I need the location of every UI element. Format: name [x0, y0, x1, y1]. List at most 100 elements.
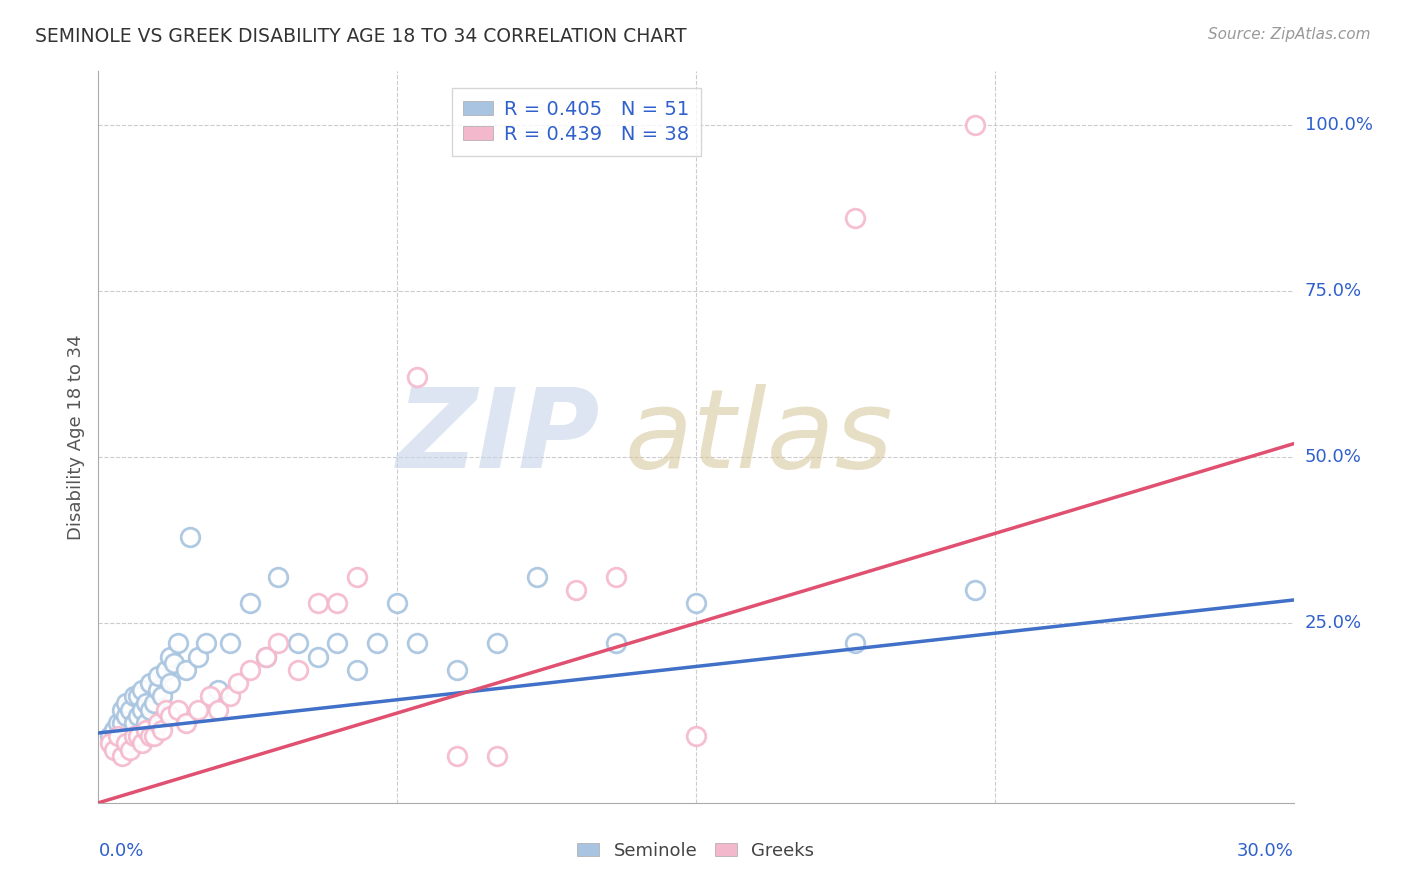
Point: [127, 729, 149, 743]
Point: [111, 703, 134, 717]
Point: [148, 682, 170, 697]
Text: 0.0%: 0.0%: [98, 842, 143, 860]
Point: [115, 736, 138, 750]
Point: [127, 690, 149, 704]
Point: [485, 749, 508, 764]
Point: [565, 582, 588, 597]
Point: [207, 703, 229, 717]
Point: [267, 570, 290, 584]
Point: [287, 636, 309, 650]
Point: [131, 682, 153, 697]
Point: [195, 636, 218, 650]
Point: [287, 663, 309, 677]
Point: [120, 729, 142, 743]
Text: 100.0%: 100.0%: [1305, 116, 1372, 134]
Point: [406, 370, 429, 384]
Point: [267, 636, 290, 650]
Point: [406, 636, 429, 650]
Point: [143, 696, 166, 710]
Legend: Seminole, Greeks: Seminole, Greeks: [571, 835, 821, 867]
Point: [98, 729, 122, 743]
Point: [111, 716, 134, 731]
Point: [226, 676, 249, 690]
Point: [187, 649, 209, 664]
Point: [131, 736, 153, 750]
Point: [346, 663, 368, 677]
Point: [219, 636, 242, 650]
Point: [120, 742, 142, 756]
Point: [385, 596, 409, 610]
Point: [159, 676, 181, 690]
Point: [111, 749, 134, 764]
Point: [135, 723, 157, 737]
Point: [107, 729, 129, 743]
Point: [963, 582, 986, 597]
Point: [98, 736, 122, 750]
Point: [150, 723, 173, 737]
Point: [143, 729, 166, 743]
Point: [174, 663, 197, 677]
Point: [526, 570, 548, 584]
Point: [239, 663, 262, 677]
Point: [207, 682, 229, 697]
Point: [219, 690, 242, 704]
Y-axis label: Disability Age 18 to 34: Disability Age 18 to 34: [66, 334, 84, 540]
Point: [254, 649, 277, 664]
Point: [239, 596, 262, 610]
Point: [446, 663, 468, 677]
Point: [605, 636, 627, 650]
Point: [844, 636, 866, 650]
Point: [485, 636, 508, 650]
Point: [307, 649, 329, 664]
Point: [326, 636, 349, 650]
Point: [307, 596, 329, 610]
Text: ZIP: ZIP: [396, 384, 600, 491]
Point: [103, 723, 125, 737]
Point: [155, 663, 177, 677]
Point: [124, 690, 146, 704]
Point: [131, 703, 153, 717]
Point: [366, 636, 388, 650]
Text: 50.0%: 50.0%: [1305, 448, 1361, 466]
Point: [685, 596, 707, 610]
Point: [174, 716, 197, 731]
Point: [963, 118, 986, 132]
Point: [159, 649, 181, 664]
Text: atlas: atlas: [624, 384, 893, 491]
Point: [139, 676, 162, 690]
Point: [135, 716, 157, 731]
Text: SEMINOLE VS GREEK DISABILITY AGE 18 TO 34 CORRELATION CHART: SEMINOLE VS GREEK DISABILITY AGE 18 TO 3…: [35, 27, 686, 45]
Point: [103, 742, 125, 756]
Point: [148, 669, 170, 683]
Point: [127, 709, 149, 723]
Point: [135, 696, 157, 710]
Point: [167, 703, 190, 717]
Point: [198, 690, 221, 704]
Point: [150, 690, 173, 704]
Point: [139, 729, 162, 743]
Point: [163, 656, 186, 670]
Point: [159, 709, 181, 723]
Point: [605, 570, 627, 584]
Point: [179, 530, 201, 544]
Point: [115, 696, 138, 710]
Text: 30.0%: 30.0%: [1237, 842, 1294, 860]
Text: 75.0%: 75.0%: [1305, 282, 1362, 300]
Point: [107, 716, 129, 731]
Point: [124, 729, 146, 743]
Point: [254, 649, 277, 664]
Point: [148, 716, 170, 731]
Text: 25.0%: 25.0%: [1305, 615, 1362, 632]
Point: [326, 596, 349, 610]
Point: [139, 703, 162, 717]
Point: [155, 703, 177, 717]
Point: [167, 636, 190, 650]
Point: [115, 709, 138, 723]
Point: [187, 703, 209, 717]
Point: [844, 211, 866, 225]
Point: [685, 729, 707, 743]
Point: [120, 703, 142, 717]
Point: [124, 716, 146, 731]
Point: [346, 570, 368, 584]
Text: Source: ZipAtlas.com: Source: ZipAtlas.com: [1208, 27, 1371, 42]
